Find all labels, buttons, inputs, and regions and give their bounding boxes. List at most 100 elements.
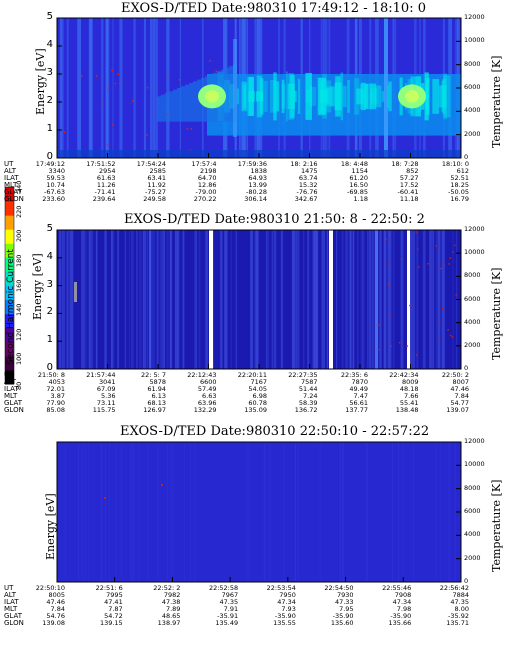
panel3-column-value: 139.15 [99, 619, 123, 627]
panel2-streak [295, 230, 297, 369]
panel2-streak [175, 230, 178, 369]
panel1-ylabel: Energy [eV] [34, 48, 47, 115]
panel1-band-cell [294, 90, 297, 102]
panel2-row-name: MLT [4, 392, 18, 400]
panel1-onset [185, 84, 189, 122]
panel2-streak [357, 230, 359, 369]
panel2-noise-dot [452, 250, 454, 253]
panel2-column-value: 22:50: 2 [441, 371, 469, 379]
panel2-streak [66, 230, 69, 369]
panel1-streak [133, 18, 136, 158]
panel2-column-value: 49.49 [349, 385, 368, 393]
panel2-column-value: 63.96 [197, 399, 217, 407]
panel2-streak [225, 230, 228, 369]
panel2-streak [83, 230, 86, 369]
panel1-streak [66, 18, 69, 158]
panel1-hotspot-core [205, 90, 219, 103]
panel2-column-value: 51.44 [298, 385, 318, 393]
panel3-streak [264, 442, 266, 582]
panel2-streak [441, 230, 444, 369]
colorbar-tick-label: 120 [15, 328, 23, 341]
panel2-streak [273, 230, 276, 369]
panel2-title: EXOS-D/TED Date:980310 21:50: 8 - 22:50:… [124, 212, 425, 227]
panel2-streak [156, 230, 160, 369]
panel3-column-value: 47.46 [46, 598, 65, 606]
panel2-column-value: 132.29 [193, 406, 217, 414]
panel2-streak [124, 230, 127, 369]
panel3-column-value: 7908 [394, 591, 412, 599]
panel3-y2tick-label: 4000 [464, 530, 481, 539]
colorbar-segment [5, 341, 14, 357]
panel1-row-name: ILAT [4, 174, 19, 182]
panel1-noise-dot [114, 82, 117, 85]
panel2-streak [205, 230, 208, 369]
panel1-column-value: 3340 [48, 167, 65, 175]
panel2-column-value: 7.84 [454, 392, 469, 400]
panel1-column-value: 2954 [98, 167, 116, 175]
panel1-streak [150, 18, 152, 158]
panel2-streak [307, 230, 309, 369]
panel3-y2tick-label: 12000 [464, 437, 485, 445]
panel1-y2label: Temperature [K] [490, 55, 503, 148]
panel2-noise-dot [409, 304, 411, 307]
panel2-ytick-label: 1 [46, 334, 53, 346]
panel2-streak [352, 230, 355, 369]
panel1-column-value: 17:51:52 [86, 160, 116, 168]
panel1-column-value: 11.18 [399, 195, 419, 203]
panel3-column-value: 22:56:42 [439, 584, 469, 592]
panel3-streak [104, 442, 106, 582]
panel1-onset [229, 66, 233, 122]
panel2-streak [166, 230, 169, 369]
panel2-row-name: GLAT [4, 399, 23, 407]
panel1-noise-dot [146, 134, 148, 136]
panel2-streak [432, 230, 435, 369]
panel1-band-cell [281, 79, 285, 114]
panel2-noise-dot [448, 263, 450, 265]
panel1-band-cell [323, 80, 332, 113]
panel3-column-value: 7.98 [396, 605, 412, 613]
panel1-y2tick-label: 4000 [464, 106, 481, 115]
panel3-streak [263, 442, 265, 582]
panel2-column-value: 60.78 [248, 399, 267, 407]
panel1-noise-dot [132, 100, 134, 102]
panel3-column-value: 7.87 [108, 605, 123, 613]
panel1-band-cell [432, 79, 440, 114]
panel2-ylabel: Energy [eV] [31, 253, 44, 320]
panel1-band-cell [256, 75, 263, 118]
panel1-band-cell [340, 72, 344, 121]
panel2-streak [437, 230, 441, 369]
panel2-streak [432, 230, 434, 369]
panel2-column-value: 22:27:35 [288, 371, 318, 379]
panel2-streak [349, 230, 352, 369]
panel3-column-value: -35.90 [274, 612, 296, 620]
panel1-ytick-label: 3 [46, 67, 53, 78]
panel3-streak [440, 442, 442, 582]
panel1-onset [189, 82, 193, 122]
panel2-streak [360, 230, 363, 369]
panel2-streak [169, 230, 172, 369]
panel1-noise-dot [117, 73, 120, 76]
panel3-column-value: 7967 [221, 591, 239, 599]
panel2-streak [110, 230, 114, 369]
panel2-column-value: 138.48 [395, 406, 419, 414]
panel2-column-value: 22:35: 6 [340, 371, 368, 379]
panel1-band-cell [443, 73, 447, 120]
panel3-streak [454, 442, 456, 582]
panel2-streak [388, 230, 391, 369]
panel1-band-cell [325, 88, 331, 105]
panel2-streak [345, 230, 348, 369]
colorbar-segment [5, 369, 14, 385]
panel2-streak [280, 230, 283, 369]
panel2-streak [91, 230, 93, 369]
panel2-column-value: 21:57:44 [86, 371, 116, 379]
panel1-column-value: -80.28 [246, 188, 267, 196]
panel2-streak [161, 230, 165, 369]
panel2-streak [383, 230, 387, 369]
panel1-band-cell [356, 88, 363, 105]
panel1-band-cell [370, 91, 373, 102]
panel2-streak [254, 230, 257, 369]
panel1-band-cell [263, 80, 268, 112]
panel1-column-value: 61.63 [96, 174, 116, 182]
panel2-y2tick-label: 4000 [464, 317, 481, 326]
